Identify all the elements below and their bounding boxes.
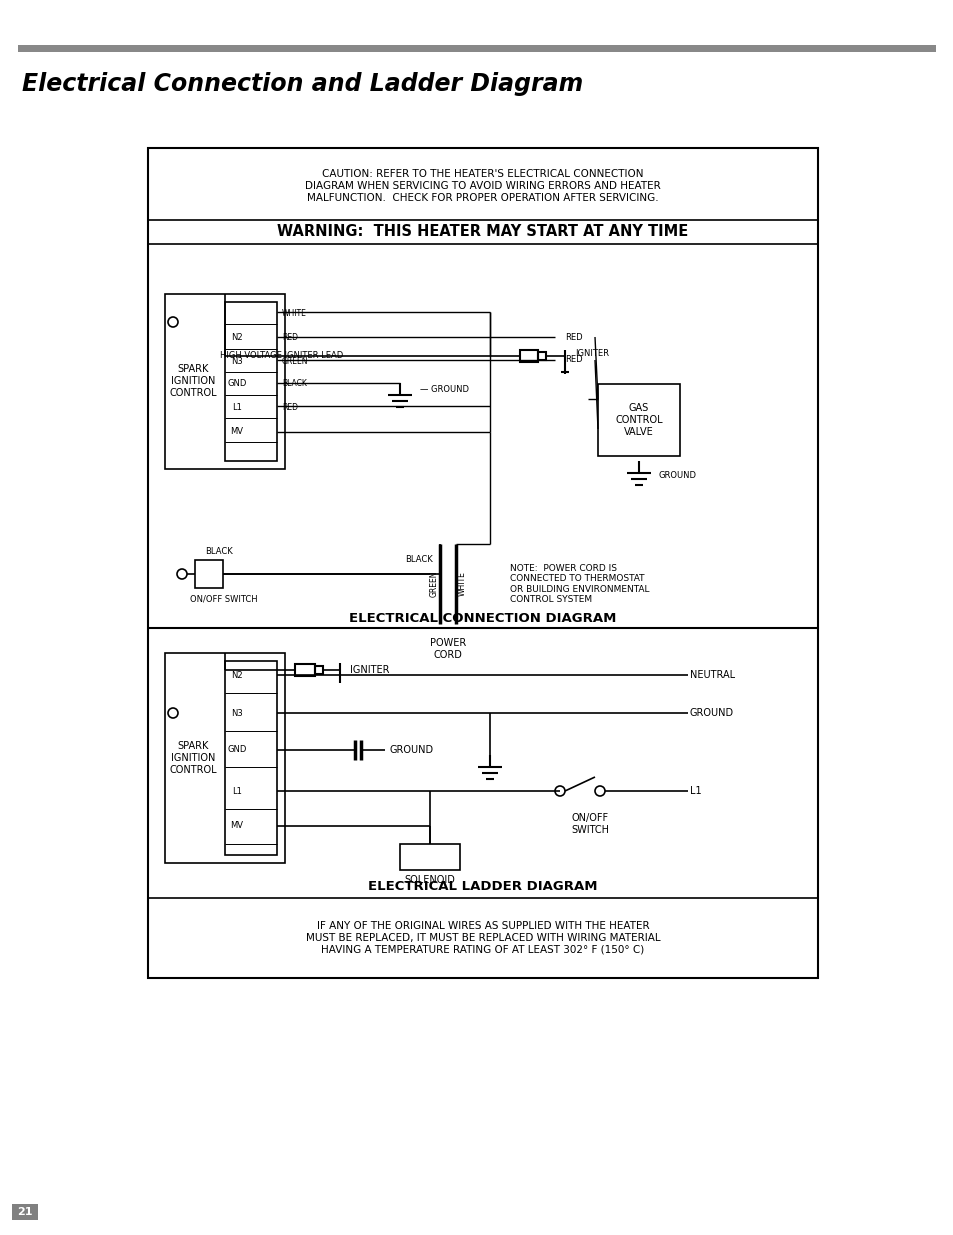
Text: N3: N3 — [231, 357, 243, 366]
Text: N2: N2 — [231, 333, 243, 342]
Text: IGNITER: IGNITER — [350, 664, 389, 676]
Text: GROUND: GROUND — [390, 745, 434, 755]
Bar — [12, 1204, 38, 1220]
Bar — [314, 666, 323, 674]
Text: N2: N2 — [231, 671, 243, 679]
Text: RED: RED — [564, 332, 582, 342]
Text: N3: N3 — [231, 709, 243, 718]
Bar — [399, 844, 459, 869]
Text: GROUND: GROUND — [659, 472, 697, 480]
Text: L1: L1 — [689, 785, 700, 797]
Text: — GROUND: — GROUND — [419, 385, 469, 394]
Text: WHITE: WHITE — [282, 309, 307, 317]
Text: SOLENOID: SOLENOID — [404, 876, 455, 885]
Text: GND: GND — [227, 379, 247, 389]
Text: GROUND: GROUND — [689, 708, 734, 718]
Text: IF ANY OF THE ORIGINAL WIRES AS SUPPLIED WITH THE HEATER
MUST BE REPLACED, IT MU: IF ANY OF THE ORIGINAL WIRES AS SUPPLIED… — [305, 921, 659, 955]
Bar — [18, 44, 935, 52]
Text: GREEN: GREEN — [429, 571, 438, 598]
Text: CAUTION: REFER TO THE HEATER'S ELECTRICAL CONNECTION
DIAGRAM WHEN SERVICING TO A: CAUTION: REFER TO THE HEATER'S ELECTRICA… — [305, 169, 660, 203]
Text: RED: RED — [282, 333, 297, 342]
Text: WHITE: WHITE — [457, 572, 466, 597]
Text: NEUTRAL: NEUTRAL — [689, 671, 735, 680]
Bar — [148, 148, 817, 978]
Text: L1: L1 — [232, 787, 242, 795]
Text: RED: RED — [564, 356, 582, 364]
Text: GREEN: GREEN — [282, 357, 308, 366]
Bar — [225, 661, 276, 855]
Text: MV: MV — [231, 426, 243, 436]
Text: SPARK
IGNITION
CONTROL: SPARK IGNITION CONTROL — [169, 364, 216, 398]
Text: SPARK
IGNITION
CONTROL: SPARK IGNITION CONTROL — [169, 741, 216, 774]
Bar — [519, 350, 537, 362]
Bar — [537, 352, 545, 359]
Bar — [165, 653, 285, 863]
Text: RED: RED — [282, 403, 297, 411]
Text: NOTE:  POWER CORD IS
CONNECTED TO THERMOSTAT
OR BUILDING ENVIRONMENTAL
CONTROL S: NOTE: POWER CORD IS CONNECTED TO THERMOS… — [510, 564, 649, 604]
Text: BLACK: BLACK — [282, 379, 307, 389]
Text: ON/OFF
SWITCH: ON/OFF SWITCH — [571, 813, 608, 835]
Text: GND: GND — [227, 745, 247, 753]
Bar — [165, 294, 285, 469]
Text: 21: 21 — [17, 1207, 32, 1216]
Text: BLACK: BLACK — [405, 555, 433, 563]
Text: IGNITER: IGNITER — [575, 350, 608, 358]
Bar — [194, 559, 223, 588]
Text: WARNING:  THIS HEATER MAY START AT ANY TIME: WARNING: THIS HEATER MAY START AT ANY TI… — [277, 225, 688, 240]
Text: ON/OFF SWITCH: ON/OFF SWITCH — [190, 594, 257, 604]
Text: ELECTRICAL LADDER DIAGRAM: ELECTRICAL LADDER DIAGRAM — [368, 879, 598, 893]
Text: L1: L1 — [232, 403, 242, 411]
Text: ELECTRICAL CONNECTION DIAGRAM: ELECTRICAL CONNECTION DIAGRAM — [349, 611, 616, 625]
Text: BLACK: BLACK — [205, 547, 233, 557]
Text: HIGH VOLTAGE IGNITER LEAD: HIGH VOLTAGE IGNITER LEAD — [220, 352, 343, 361]
Text: GAS
CONTROL
VALVE: GAS CONTROL VALVE — [615, 404, 662, 437]
Text: POWER
CORD: POWER CORD — [430, 638, 466, 659]
Bar — [294, 664, 314, 676]
Text: Electrical Connection and Ladder Diagram: Electrical Connection and Ladder Diagram — [22, 72, 582, 96]
Bar — [225, 303, 276, 461]
Text: MV: MV — [231, 821, 243, 830]
Bar — [598, 384, 679, 456]
